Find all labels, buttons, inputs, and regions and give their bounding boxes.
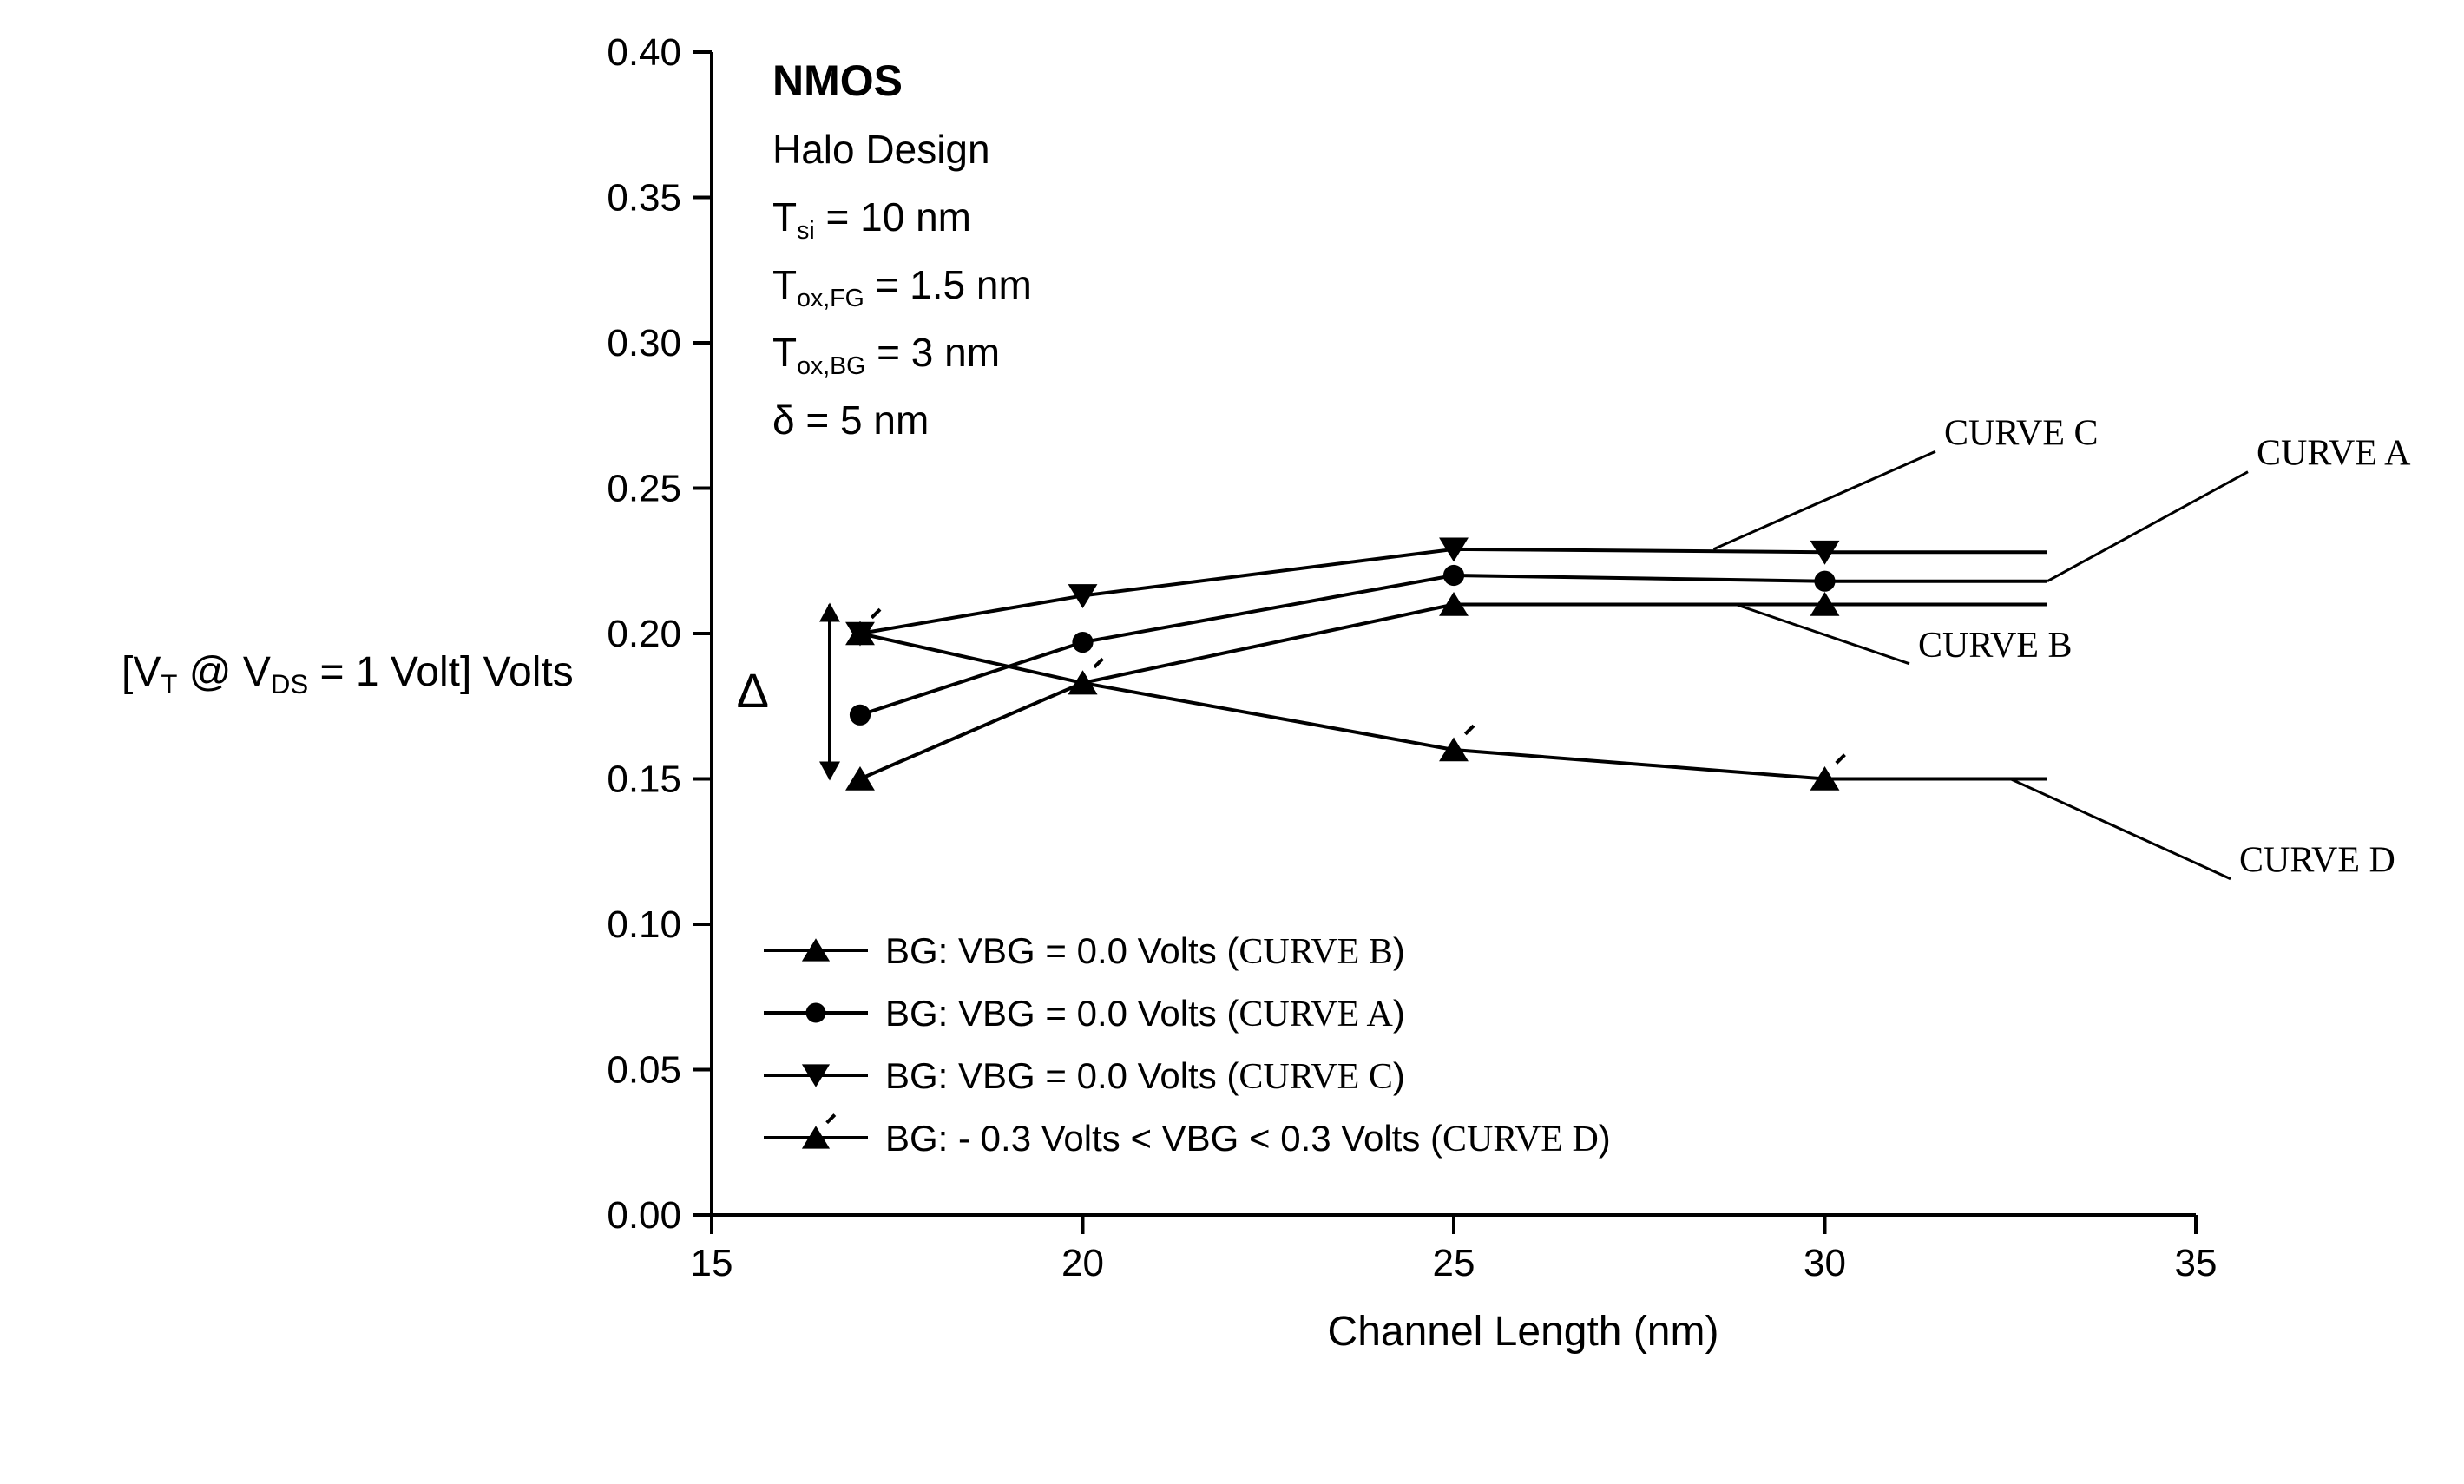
curve-tag: CURVE D: [2239, 841, 2395, 881]
info-line: δ = 5 nm: [772, 397, 929, 443]
x-axis-label: Channel Length (nm): [1328, 1309, 1719, 1355]
legend-item: BG: VBG = 0.0 Volts (CURVE A): [885, 993, 1405, 1034]
y-tick-label: 0.00: [607, 1194, 681, 1237]
info-line: Halo Design: [772, 127, 990, 172]
curve-tag: CURVE B: [1918, 626, 2073, 666]
curve-tag: CURVE C: [1944, 413, 2099, 453]
legend-item: BG: - 0.3 Volts < VBG < 0.3 Volts (CURVE…: [885, 1118, 1611, 1159]
x-tick-label: 25: [1433, 1242, 1475, 1284]
series-curveC: [845, 538, 2047, 647]
y-tick-label: 0.20: [607, 613, 681, 655]
info-title: NMOS: [772, 56, 903, 105]
x-tick-label: 35: [2175, 1242, 2218, 1284]
chart-svg: 0.00 0.05 0.10 0.15 0.20 0.25 0.30 0.35 0.40 15 20…: [0, 0, 2464, 1484]
series-curveD: [845, 609, 2047, 791]
series-curveA: [850, 565, 2047, 726]
curve-pointers: CURVE C CURVE A CURVE B CURVE D: [1713, 413, 2411, 880]
info-line: Tox,FG = 1.5 nm: [772, 262, 1032, 312]
info-textblock: NMOS Halo Design Tsi = 10 nm Tox,FG = 1.5 n…: [772, 56, 1032, 443]
legend: BG: VBG = 0.0 Volts (CURVE B) BG: VBG = 0…: [764, 930, 1611, 1159]
y-tick-label: 0.25: [607, 468, 681, 510]
y-tick-label: 0.30: [607, 322, 681, 364]
legend-item: BG: VBG = 0.0 Volts (CURVE C): [885, 1055, 1405, 1097]
y-tick-label: 0.35: [607, 177, 681, 220]
delta-annotation: Δ: [737, 603, 840, 781]
legend-item: BG: VBG = 0.0 Volts (CURVE B): [885, 930, 1405, 972]
curve-tag: CURVE A: [2257, 434, 2411, 474]
y-tick-label: 0.10: [607, 903, 681, 946]
x-tick-label: 20: [1061, 1242, 1104, 1284]
y-axis-label: [VT @ VDS = 1 Volt] Volts: [122, 649, 574, 699]
chart-container: 0.00 0.05 0.10 0.15 0.20 0.25 0.30 0.35 0.40 15 20…: [0, 0, 2464, 1484]
series-group: [845, 538, 2047, 791]
x-tick-label: 15: [691, 1242, 733, 1284]
info-line: Tox,BG = 3 nm: [772, 330, 1000, 380]
y-tick-label: 0.05: [607, 1049, 681, 1092]
info-line: Tsi = 10 nm: [772, 194, 971, 245]
y-tick-label: 0.40: [607, 31, 681, 74]
y-tick-label: 0.15: [607, 758, 681, 801]
x-tick-label: 30: [1804, 1242, 1846, 1284]
delta-label: Δ: [737, 663, 769, 718]
